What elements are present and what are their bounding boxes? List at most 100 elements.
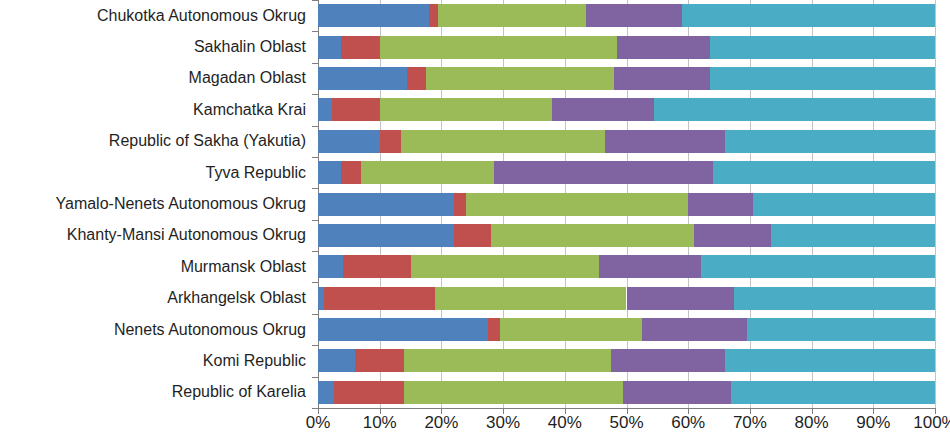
category-axis-tick xyxy=(312,282,318,283)
red-segment xyxy=(488,318,500,341)
blue-segment xyxy=(318,255,343,278)
category-axis-tick xyxy=(312,157,318,158)
teal-segment xyxy=(701,255,935,278)
purple-segment xyxy=(605,130,725,153)
category-axis-tick xyxy=(312,345,318,346)
purple-segment xyxy=(611,349,725,372)
category-label: Kamchatka Krai xyxy=(0,102,306,118)
teal-segment xyxy=(710,36,935,59)
value-axis-tick-label: 100% xyxy=(913,413,950,433)
teal-segment xyxy=(682,4,935,27)
blue-segment xyxy=(318,318,488,341)
stacked-bar-chart: Chukotka Autonomous OkrugSakhalin Oblast… xyxy=(0,0,950,437)
category-axis-tick xyxy=(312,314,318,315)
value-axis-tick-label: 30% xyxy=(486,413,520,433)
green-segment xyxy=(401,130,605,153)
red-segment xyxy=(341,161,361,184)
red-segment xyxy=(407,67,426,90)
teal-segment xyxy=(710,67,935,90)
value-axis-tick-label: 70% xyxy=(733,413,767,433)
teal-segment xyxy=(713,161,935,184)
green-segment xyxy=(435,287,626,310)
category-axis-tick xyxy=(312,126,318,127)
green-segment xyxy=(380,98,553,121)
value-axis-tick-label: 0% xyxy=(306,413,331,433)
green-segment xyxy=(491,224,695,247)
green-segment xyxy=(404,349,611,372)
bar-row xyxy=(318,98,935,121)
bar-row xyxy=(318,224,935,247)
purple-segment xyxy=(623,381,731,404)
category-axis-tick xyxy=(312,31,318,32)
teal-segment xyxy=(734,287,935,310)
bar-row xyxy=(318,67,935,90)
plot-area xyxy=(318,0,935,408)
teal-segment xyxy=(753,193,935,216)
red-segment xyxy=(332,98,380,121)
category-label: Komi Republic xyxy=(0,353,306,369)
category-label: Khanty-Mansi Autonomous Okrug xyxy=(0,227,306,243)
category-axis-tick xyxy=(312,94,318,95)
value-axis-tick-label: 40% xyxy=(548,413,582,433)
red-segment xyxy=(454,193,466,216)
category-label: Sakhalin Oblast xyxy=(0,39,306,55)
category-axis-tick xyxy=(312,188,318,189)
category-label: Republic of Sakha (Yakutia) xyxy=(0,133,306,149)
purple-segment xyxy=(552,98,654,121)
purple-segment xyxy=(642,318,747,341)
purple-segment xyxy=(599,255,701,278)
teal-segment xyxy=(771,224,935,247)
category-axis-tick xyxy=(312,377,318,378)
value-axis-tick-label: 50% xyxy=(609,413,643,433)
teal-segment xyxy=(747,318,935,341)
blue-segment xyxy=(318,349,355,372)
purple-segment xyxy=(614,67,710,90)
blue-segment xyxy=(318,4,429,27)
bar-row xyxy=(318,255,935,278)
purple-segment xyxy=(617,36,710,59)
blue-segment xyxy=(318,161,341,184)
green-segment xyxy=(438,4,586,27)
bar-row xyxy=(318,36,935,59)
value-axis-tick-label: 60% xyxy=(671,413,705,433)
category-axis-tick xyxy=(312,0,318,1)
purple-segment xyxy=(688,193,753,216)
green-segment xyxy=(380,36,618,59)
category-label: Tyva Republic xyxy=(0,165,306,181)
value-axis-tick-label: 80% xyxy=(795,413,829,433)
blue-segment xyxy=(318,224,454,247)
bar-row xyxy=(318,193,935,216)
red-segment xyxy=(454,224,491,247)
green-segment xyxy=(404,381,623,404)
blue-segment xyxy=(318,130,380,153)
bar-row xyxy=(318,4,935,27)
category-label: Arkhangelsk Oblast xyxy=(0,290,306,306)
green-segment xyxy=(500,318,642,341)
red-segment xyxy=(334,381,404,404)
blue-segment xyxy=(318,67,407,90)
red-segment xyxy=(343,255,411,278)
teal-segment xyxy=(654,98,935,121)
blue-segment xyxy=(318,193,454,216)
teal-segment xyxy=(725,130,935,153)
red-segment xyxy=(324,287,435,310)
category-axis-tick xyxy=(312,220,318,221)
purple-segment xyxy=(494,161,713,184)
purple-segment xyxy=(586,4,682,27)
purple-segment xyxy=(694,224,771,247)
bar-row xyxy=(318,318,935,341)
bar-row xyxy=(318,349,935,372)
bar-row xyxy=(318,161,935,184)
green-segment xyxy=(466,193,688,216)
category-axis-tick xyxy=(312,63,318,64)
red-segment xyxy=(380,130,402,153)
category-label: Murmansk Oblast xyxy=(0,259,306,275)
bar-row xyxy=(318,381,935,404)
blue-segment xyxy=(318,98,332,121)
gridline xyxy=(935,0,936,408)
green-segment xyxy=(361,161,494,184)
category-label: Yamalo-Nenets Autonomous Okrug xyxy=(0,196,306,212)
red-segment xyxy=(341,36,380,59)
bar-row xyxy=(318,130,935,153)
green-segment xyxy=(411,255,599,278)
